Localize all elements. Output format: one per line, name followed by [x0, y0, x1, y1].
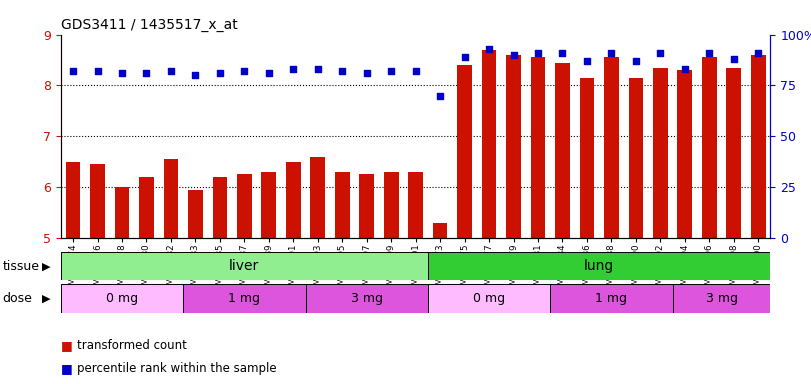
- Point: [556, 50, 569, 56]
- Point: [678, 66, 691, 72]
- Point: [311, 66, 324, 72]
- Point: [213, 70, 226, 76]
- Bar: [672, 284, 770, 313]
- Bar: [359, 174, 374, 238]
- Bar: [506, 55, 521, 238]
- Text: liver: liver: [230, 259, 260, 273]
- Text: 0 mg: 0 mg: [106, 292, 138, 305]
- Text: 0 mg: 0 mg: [473, 292, 505, 305]
- Bar: [428, 252, 770, 280]
- Text: 3 mg: 3 mg: [350, 292, 383, 305]
- Bar: [188, 190, 203, 238]
- Bar: [727, 68, 741, 238]
- Point: [360, 70, 373, 76]
- Point: [434, 93, 447, 99]
- Point: [605, 50, 618, 56]
- Bar: [677, 70, 692, 238]
- Bar: [604, 58, 619, 238]
- Bar: [306, 284, 428, 313]
- Point: [629, 58, 642, 64]
- Text: 1 mg: 1 mg: [595, 292, 628, 305]
- Bar: [408, 172, 423, 238]
- Point: [727, 56, 740, 62]
- Point: [409, 68, 422, 74]
- Bar: [61, 284, 183, 313]
- Bar: [90, 164, 105, 238]
- Bar: [311, 157, 325, 238]
- Bar: [261, 172, 277, 238]
- Point: [654, 50, 667, 56]
- Bar: [114, 187, 129, 238]
- Text: percentile rank within the sample: percentile rank within the sample: [77, 362, 277, 375]
- Point: [703, 50, 716, 56]
- Point: [384, 68, 397, 74]
- Bar: [61, 252, 428, 280]
- Point: [262, 70, 275, 76]
- Bar: [482, 50, 496, 238]
- Point: [189, 72, 202, 78]
- Point: [507, 52, 520, 58]
- Text: ▶: ▶: [42, 262, 50, 272]
- Bar: [212, 177, 227, 238]
- Bar: [702, 58, 717, 238]
- Point: [531, 50, 544, 56]
- Point: [238, 68, 251, 74]
- Text: ■: ■: [61, 362, 72, 375]
- Bar: [335, 172, 350, 238]
- Point: [140, 70, 153, 76]
- Text: lung: lung: [584, 259, 614, 273]
- Point: [581, 58, 594, 64]
- Bar: [183, 284, 306, 313]
- Point: [458, 54, 471, 60]
- Bar: [139, 177, 154, 238]
- Point: [287, 66, 300, 72]
- Bar: [530, 58, 545, 238]
- Bar: [237, 174, 251, 238]
- Text: dose: dose: [2, 292, 32, 305]
- Bar: [751, 55, 766, 238]
- Point: [483, 46, 496, 52]
- Bar: [555, 63, 570, 238]
- Point: [336, 68, 349, 74]
- Bar: [550, 284, 672, 313]
- Bar: [66, 162, 80, 238]
- Text: ▶: ▶: [42, 294, 50, 304]
- Bar: [653, 68, 667, 238]
- Point: [165, 68, 178, 74]
- Text: 1 mg: 1 mg: [229, 292, 260, 305]
- Bar: [580, 78, 594, 238]
- Bar: [457, 65, 472, 238]
- Bar: [286, 162, 301, 238]
- Point: [67, 68, 79, 74]
- Text: ■: ■: [61, 339, 72, 352]
- Point: [752, 50, 765, 56]
- Text: transformed count: transformed count: [77, 339, 187, 352]
- Point: [91, 68, 104, 74]
- Bar: [384, 172, 398, 238]
- Bar: [433, 223, 448, 238]
- Bar: [428, 284, 550, 313]
- Point: [115, 70, 128, 76]
- Bar: [164, 159, 178, 238]
- Text: GDS3411 / 1435517_x_at: GDS3411 / 1435517_x_at: [61, 18, 238, 32]
- Text: 3 mg: 3 mg: [706, 292, 737, 305]
- Bar: [629, 78, 643, 238]
- Text: tissue: tissue: [2, 260, 40, 273]
